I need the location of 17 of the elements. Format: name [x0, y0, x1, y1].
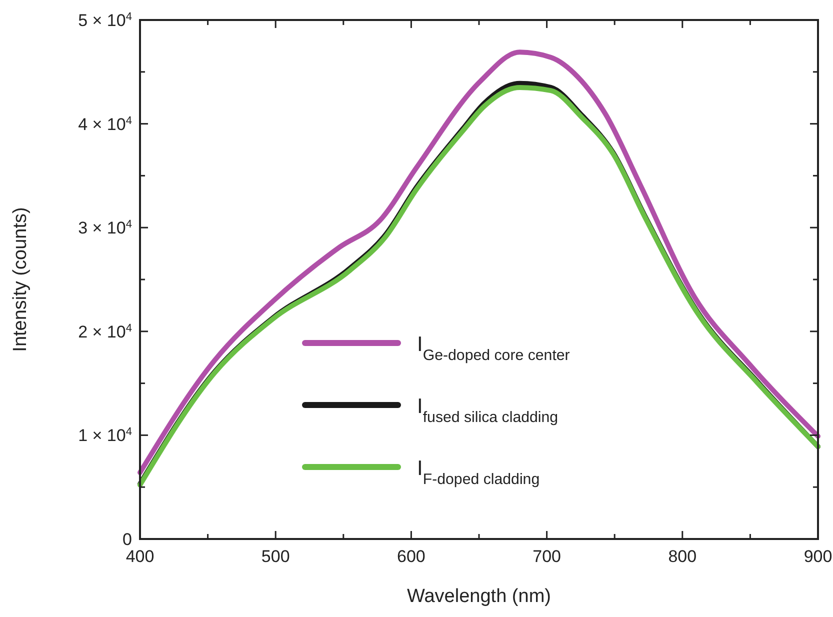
x-tick-label: 800: [668, 547, 697, 566]
legend-label: I$_{fused silica cladding}$: [417, 395, 558, 426]
y-tick-label: 5 × 10$^{4}$: [78, 11, 132, 30]
x-tick-label: 400: [126, 547, 154, 566]
y-tick-label: 4 × 10$^{4}$: [78, 114, 132, 134]
x-tick-label: 600: [397, 547, 426, 566]
y-tick-label: 0: [122, 530, 132, 549]
y-tick-label: 1 × 10$^{4}$: [78, 426, 132, 446]
x-axis-title: Wavelength (nm): [407, 586, 551, 607]
x-tick-label: 500: [261, 547, 290, 566]
x-tick-label: 700: [532, 547, 561, 566]
y-tick-label: 3 × 10$^{4}$: [78, 218, 132, 238]
y-axis-title: Intensity (counts): [10, 207, 31, 352]
legend-label: I$_{F-doped cladding}$: [417, 457, 540, 488]
x-tick-label: 900: [804, 547, 832, 566]
legend-label: I$_{Ge-doped core center}$: [417, 333, 570, 364]
y-tick-label: 2 × 10$^{4}$: [78, 322, 132, 342]
